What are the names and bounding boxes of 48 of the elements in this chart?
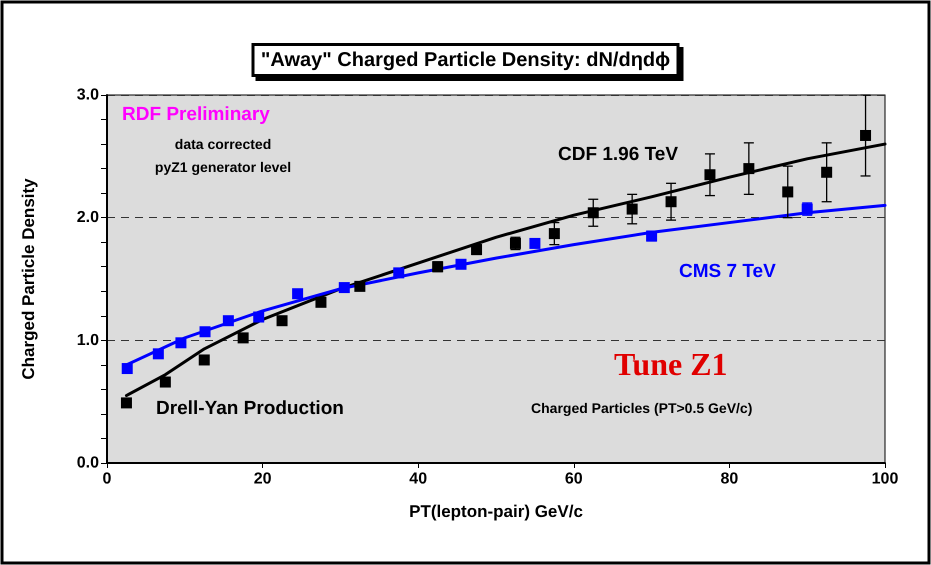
annotation: data corrected (174, 136, 272, 152)
point (455, 258, 466, 270)
x-tick-label: 80 (720, 470, 738, 488)
point (200, 326, 211, 338)
point (338, 282, 350, 294)
point (743, 163, 754, 174)
point (666, 196, 677, 208)
point (860, 130, 872, 141)
annotation: Charged Particles (PT>0.5 GeV/c) (531, 400, 752, 416)
point (120, 397, 132, 408)
point (393, 267, 404, 278)
point (704, 169, 716, 180)
y-tick-label: 2.0 (76, 209, 100, 226)
point (160, 376, 171, 388)
series-label: CDF 1.96 TeV (558, 144, 678, 165)
point (152, 348, 164, 360)
point (122, 363, 133, 374)
annotation: Drell-Yan Production (156, 398, 344, 419)
annotation: Tune Z1 (614, 346, 728, 382)
point (782, 186, 794, 198)
point (175, 337, 186, 348)
x-tick-label: 60 (564, 470, 583, 488)
x-axis-title: PT(lepton-pair) GeV/c (409, 502, 583, 521)
annotation: RDF Preliminary (122, 104, 270, 125)
series-label: CMS 7 TeV (679, 261, 776, 282)
point (238, 332, 249, 344)
point (276, 315, 288, 326)
annotation: pyZ1 generator level (154, 159, 292, 175)
x-tick-label: 100 (872, 470, 898, 488)
point (198, 354, 210, 366)
point (548, 228, 560, 240)
point (292, 288, 304, 300)
point (253, 312, 264, 323)
point (626, 204, 638, 215)
x-tick-label: 20 (254, 470, 272, 488)
y-tick-label: 1.0 (76, 332, 100, 349)
point (821, 166, 832, 178)
y-axis-title: Charged Particle Density (19, 178, 38, 380)
chart-title: "Away" Charged Particle Density: dN/dηdϕ (260, 49, 670, 71)
point (529, 238, 540, 249)
y-tick-label: 3.0 (76, 86, 100, 104)
point (222, 315, 234, 326)
x-tick-label: 40 (409, 470, 428, 488)
point (315, 296, 326, 308)
x-tick-label: 0 (102, 470, 112, 488)
y-tick-label: 0.0 (76, 454, 100, 472)
point (354, 280, 366, 292)
point (588, 207, 599, 218)
